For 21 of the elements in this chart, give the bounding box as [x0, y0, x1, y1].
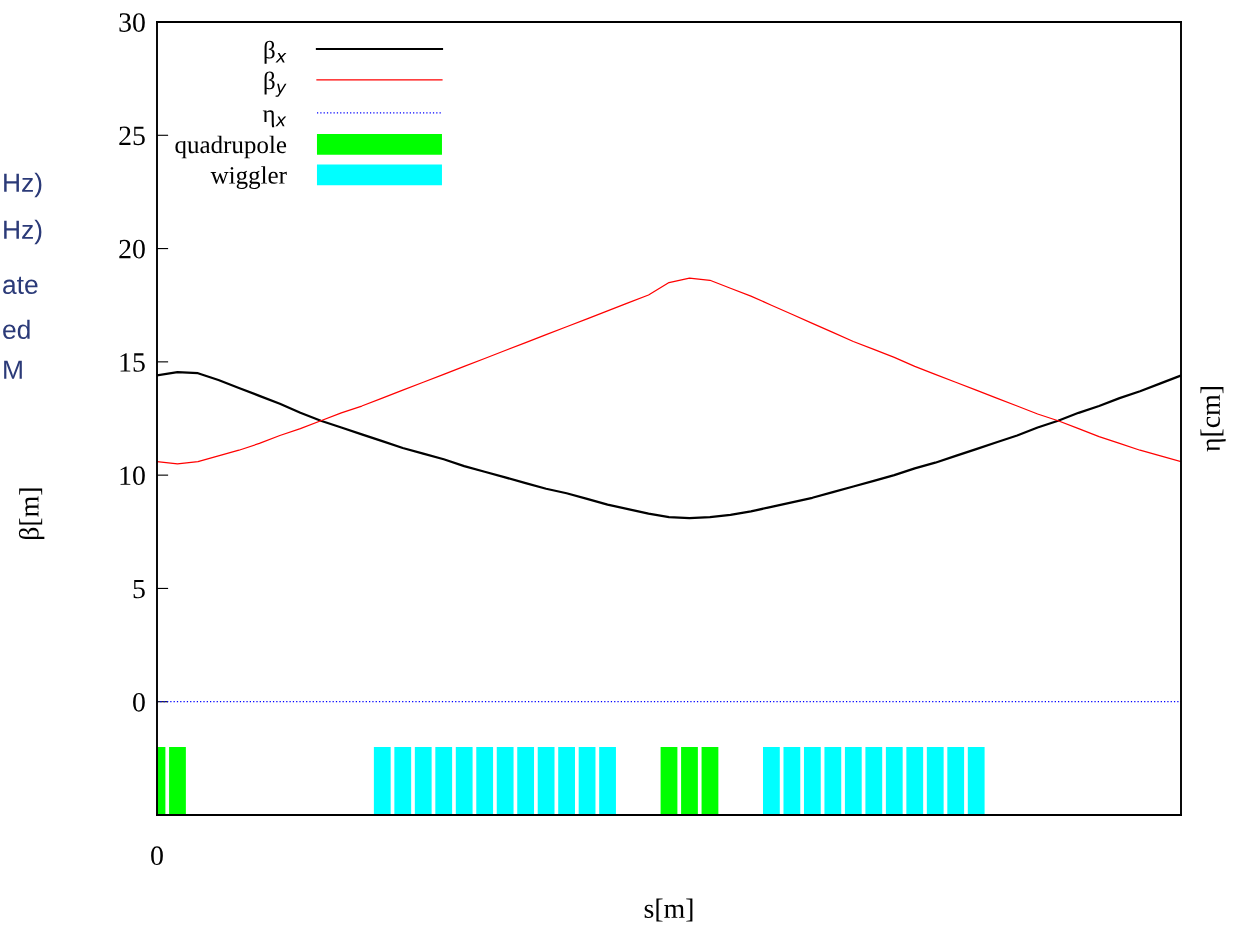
text: ed [3, 319, 30, 340]
text: ate [3, 276, 38, 295]
y-tick-label: 15 [120, 353, 145, 372]
legend-label: quadrupole [175, 135, 287, 159]
y-tick-label: 5 [133, 579, 145, 599]
legend-label: wiggler [210, 166, 287, 189]
y-tick-label: 25 [119, 126, 145, 146]
y-tick-label: 20 [119, 239, 145, 259]
text: Hz) [4, 172, 42, 198]
legend-label: η$_{x}$ [262, 110, 287, 128]
text: M [4, 360, 22, 379]
y2-axis-title: η[cm] [1200, 387, 1226, 452]
y-tick-label: 0 [133, 692, 145, 712]
legend-label: β$_{x}$ [264, 40, 287, 64]
x-axis-title: s[m] [644, 898, 693, 922]
text: Hz) [4, 219, 42, 245]
line-series [157, 277, 1181, 465]
y-tick-label: 30 [119, 13, 145, 32]
legend-label: β$_{y}$ [264, 71, 287, 97]
y-tick-label: 10 [120, 466, 145, 486]
y-axis-title: β[m] [18, 488, 45, 539]
